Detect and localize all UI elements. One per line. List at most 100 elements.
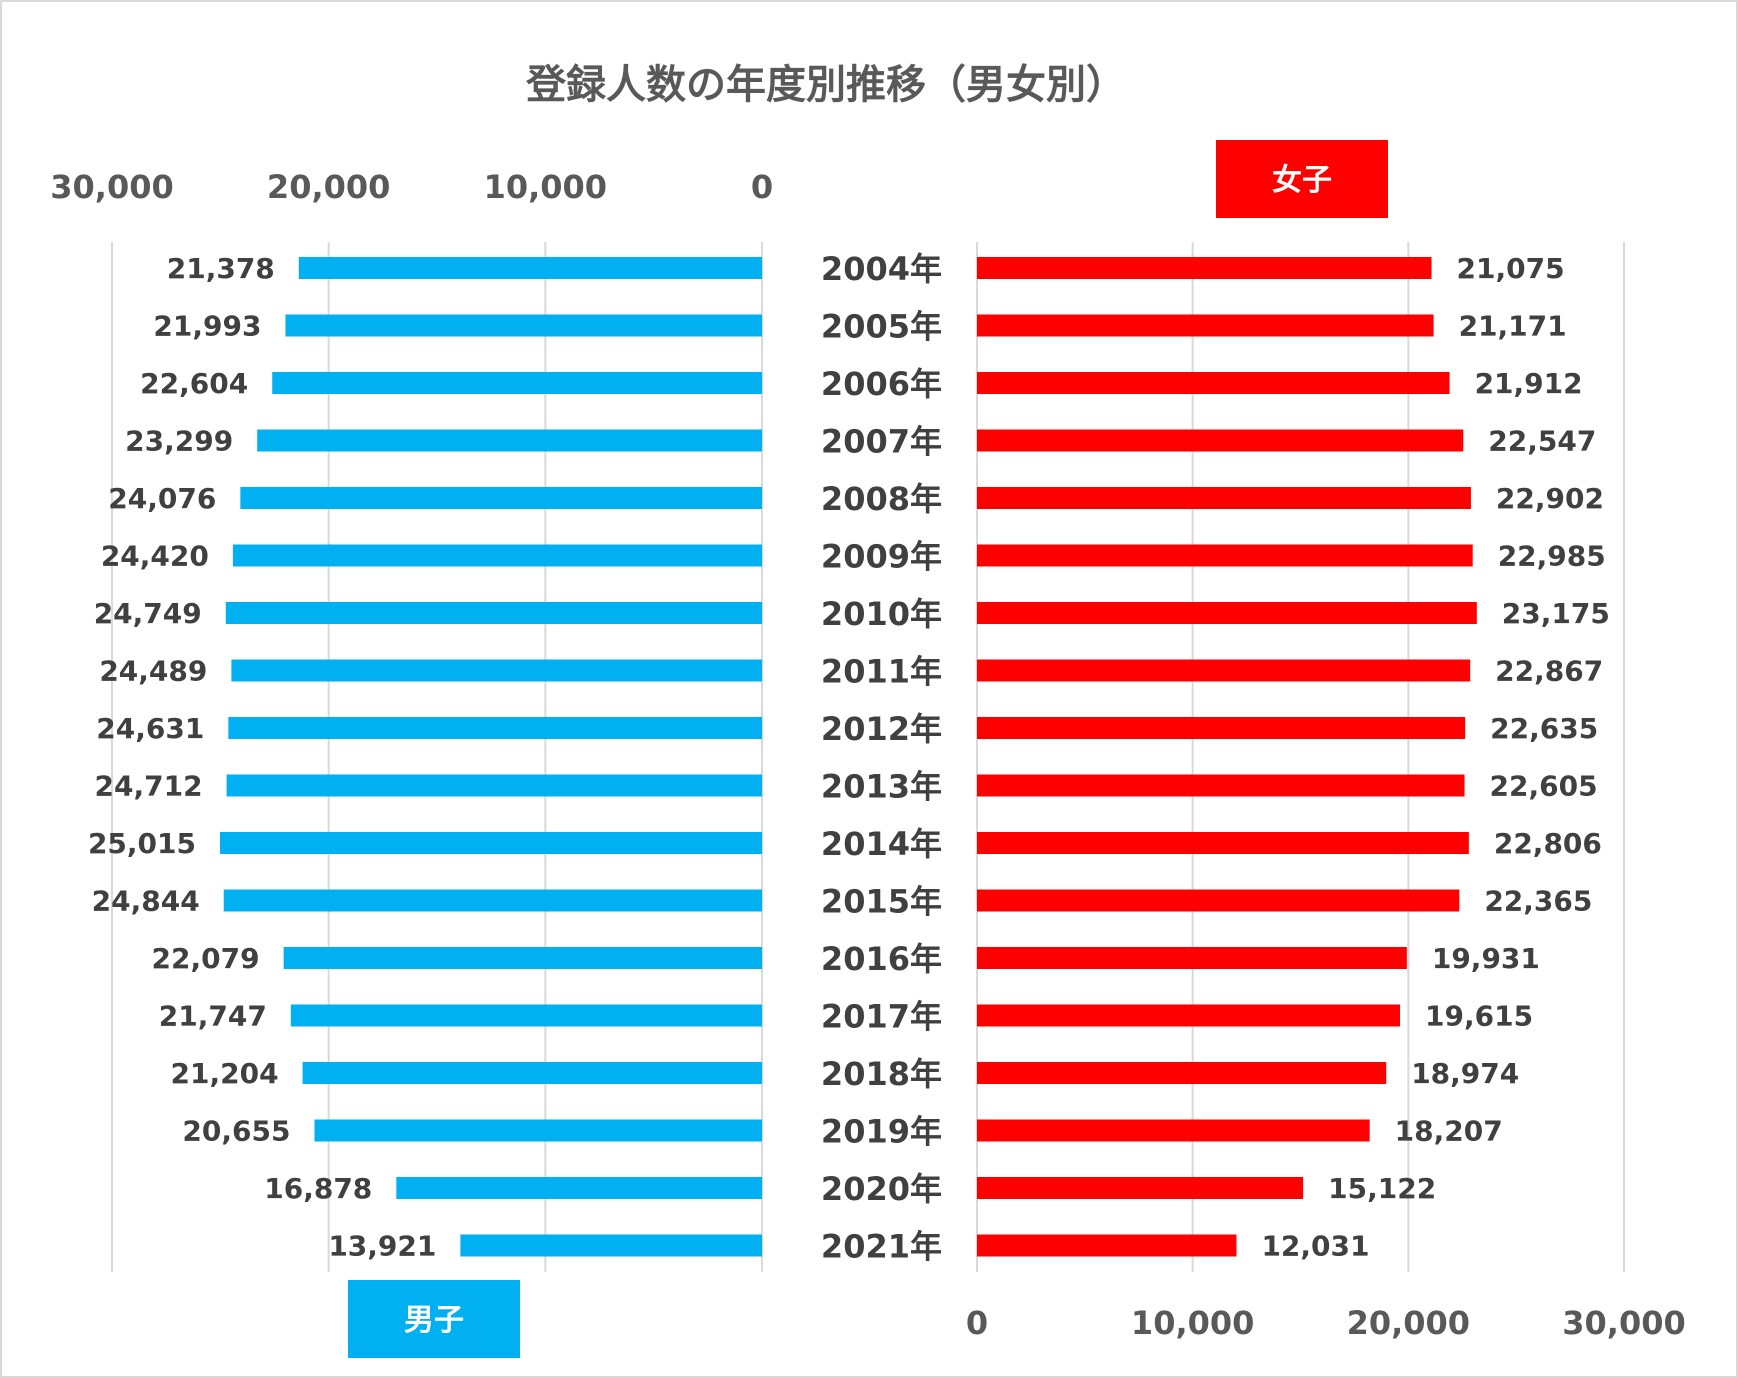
female-data-label: 22,985 <box>1498 540 1606 573</box>
legend-female-box <box>1216 140 1388 218</box>
male-bar <box>460 1234 762 1257</box>
legend-male-box <box>348 1280 520 1358</box>
male-bar <box>240 487 762 509</box>
labels-layer: 21,378 21,075 2004年 21,993 21,171 2005年 22,604… <box>88 250 1610 1266</box>
male-bar <box>285 314 762 337</box>
female-data-label: 22,605 <box>1490 770 1598 803</box>
year-category-label: 2007年 <box>821 423 942 461</box>
female-bar <box>977 314 1434 337</box>
right-axis-tick-label: 30,000 <box>1562 1304 1685 1342</box>
male-data-label: 22,604 <box>140 367 248 400</box>
male-data-label: 23,299 <box>125 425 233 458</box>
ticks-layer: 30,000 20,000 10,000 0 0 10,000 20,000 30,000 <box>50 168 1685 1342</box>
female-data-label: 18,974 <box>1411 1057 1519 1090</box>
right-axis-tick-label: 20,000 <box>1347 1304 1470 1342</box>
female-bar <box>977 1062 1387 1084</box>
female-bar <box>977 257 1432 279</box>
female-data-label: 22,635 <box>1490 712 1598 745</box>
year-category-label: 2019年 <box>821 1113 942 1151</box>
male-bar <box>257 429 762 452</box>
female-data-label: 22,806 <box>1494 827 1602 860</box>
left-axis-tick-label: 30,000 <box>50 168 173 206</box>
legend-male-label: 男子 <box>404 1303 464 1338</box>
male-data-label: 24,844 <box>92 885 200 918</box>
female-data-label: 18,207 <box>1395 1115 1503 1148</box>
year-category-label: 2012年 <box>821 710 942 748</box>
female-bar <box>977 602 1477 624</box>
male-data-label: 22,079 <box>152 942 260 975</box>
female-bar <box>977 372 1450 394</box>
female-data-label: 22,867 <box>1495 655 1603 688</box>
year-category-label: 2015年 <box>821 883 942 921</box>
male-data-label: 24,712 <box>95 770 203 803</box>
male-data-label: 24,631 <box>96 712 204 745</box>
female-data-label: 19,931 <box>1432 942 1540 975</box>
female-data-label: 22,365 <box>1484 885 1592 918</box>
female-data-label: 19,615 <box>1425 1000 1533 1033</box>
year-category-label: 2006年 <box>821 365 942 403</box>
female-data-label: 12,031 <box>1261 1230 1369 1263</box>
female-bar <box>977 659 1471 682</box>
year-category-label: 2008年 <box>821 480 942 518</box>
female-data-label: 21,912 <box>1475 367 1583 400</box>
year-category-label: 2017年 <box>821 998 942 1036</box>
female-bar <box>977 487 1471 509</box>
male-bar <box>272 372 762 394</box>
male-bar <box>232 544 762 567</box>
year-category-label: 2013年 <box>821 768 942 806</box>
legend-female-label: 女子 <box>1272 163 1332 198</box>
male-bar <box>223 889 763 912</box>
year-category-label: 2020年 <box>821 1170 942 1208</box>
male-data-label: 24,749 <box>94 597 202 630</box>
female-bar <box>977 717 1466 739</box>
female-bar <box>977 1119 1370 1142</box>
year-category-label: 2016年 <box>821 940 942 978</box>
male-bar <box>220 832 763 854</box>
male-bar <box>396 1177 762 1199</box>
female-bar <box>977 774 1465 797</box>
male-bar <box>228 717 762 739</box>
male-bar <box>225 602 762 624</box>
male-bar <box>298 257 762 279</box>
male-data-label: 21,993 <box>153 310 261 343</box>
female-bar <box>977 1177 1304 1199</box>
right-axis-tick-label: 10,000 <box>1131 1304 1254 1342</box>
female-bar <box>977 1234 1237 1257</box>
female-data-label: 21,075 <box>1457 252 1565 285</box>
male-data-label: 24,489 <box>99 655 207 688</box>
male-data-label: 13,921 <box>328 1230 436 1263</box>
year-category-label: 2005年 <box>821 308 942 346</box>
female-bar <box>977 889 1460 912</box>
year-category-label: 2011年 <box>821 653 942 691</box>
male-data-label: 21,204 <box>171 1057 279 1090</box>
year-category-label: 2004年 <box>821 250 942 288</box>
male-data-label: 21,747 <box>159 1000 267 1033</box>
male-data-label: 24,420 <box>101 540 209 573</box>
male-bar <box>302 1062 762 1084</box>
left-axis-tick-label: 20,000 <box>267 168 390 206</box>
male-bar <box>226 774 762 797</box>
male-data-label: 21,378 <box>167 252 275 285</box>
male-data-label: 25,015 <box>88 827 196 860</box>
male-data-label: 20,655 <box>182 1115 290 1148</box>
bars-layer <box>220 257 1477 1257</box>
female-data-label: 23,175 <box>1502 597 1610 630</box>
female-data-label: 22,902 <box>1496 482 1604 515</box>
female-data-label: 15,122 <box>1328 1172 1436 1205</box>
grid-layer <box>111 242 1625 1272</box>
year-category-label: 2009年 <box>821 538 942 576</box>
year-category-label: 2021年 <box>821 1228 942 1266</box>
female-bar <box>977 544 1473 567</box>
year-category-label: 2018年 <box>821 1055 942 1093</box>
female-bar <box>977 947 1407 969</box>
male-bar <box>290 1004 762 1027</box>
female-data-label: 21,171 <box>1459 310 1567 343</box>
chart-title: 登録人数の年度別推移（男女別） <box>525 62 1126 108</box>
right-axis-tick-label: 0 <box>966 1304 988 1342</box>
year-category-label: 2014年 <box>821 825 942 863</box>
male-data-label: 16,878 <box>264 1172 372 1205</box>
male-bar <box>231 659 762 682</box>
